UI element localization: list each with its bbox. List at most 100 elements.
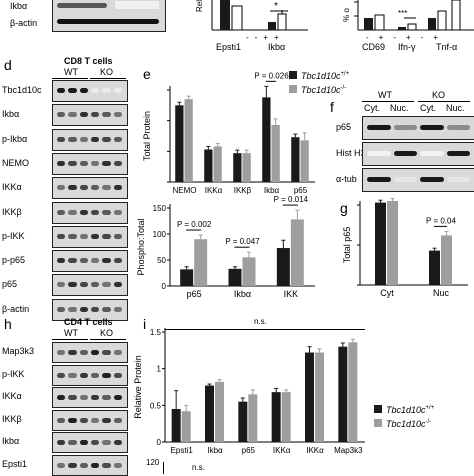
blot-band xyxy=(68,258,77,264)
x-tick-label: Nuc xyxy=(433,288,450,298)
blot-band xyxy=(68,462,77,468)
sig-label: P = 0.026 xyxy=(254,71,289,80)
blot-label: IKKα xyxy=(2,182,22,193)
blot-band xyxy=(79,136,88,142)
panel-letter-i: i xyxy=(143,316,147,332)
blot-band xyxy=(57,233,66,239)
blot-strip xyxy=(362,142,474,166)
bar xyxy=(348,342,358,442)
bar xyxy=(233,153,242,182)
panel-i-ns: n.s. xyxy=(254,317,267,326)
blot-band xyxy=(68,350,77,355)
legend-gene: Tbc1d10c xyxy=(301,85,341,95)
y-axis-label: Total Protein xyxy=(142,111,152,161)
blot-band xyxy=(79,462,88,468)
blot-band xyxy=(102,185,111,191)
blot-strip xyxy=(52,250,128,273)
panel-f-ko-line xyxy=(418,101,470,102)
bar xyxy=(238,401,248,442)
blot-band xyxy=(57,306,66,312)
bar xyxy=(305,352,314,442)
blot-band xyxy=(113,372,122,378)
y-tick-label: 0 xyxy=(162,282,167,291)
blot-label: Map3k3 xyxy=(2,346,35,356)
legend-item-ko: Tbc1d10c-/- xyxy=(289,82,349,96)
y-tick-label: 150 xyxy=(153,204,167,213)
blot-band xyxy=(57,440,66,445)
blot-band xyxy=(57,350,66,355)
blot-band xyxy=(57,282,66,288)
legend-swatch-ko xyxy=(374,419,382,427)
bar xyxy=(248,394,258,442)
blot-band xyxy=(420,151,444,156)
sign: - xyxy=(420,33,424,42)
blot-band xyxy=(420,125,444,130)
blot-band xyxy=(79,306,88,312)
blot-band xyxy=(79,417,88,423)
blot-band xyxy=(57,112,66,118)
blot-band xyxy=(91,395,100,400)
panel-h-ko-line xyxy=(90,339,126,340)
legend-sup: -/- xyxy=(340,85,347,91)
bar xyxy=(338,346,348,442)
blot-band xyxy=(113,160,122,166)
bar xyxy=(213,146,222,182)
blot-band xyxy=(57,209,66,215)
sign: + xyxy=(263,33,269,42)
col-label: Nuc. xyxy=(446,103,465,113)
blot-band xyxy=(57,417,66,423)
blot-label: Epsti1 xyxy=(2,458,28,469)
blot-band xyxy=(68,136,77,142)
col-label: Cyt. xyxy=(364,103,381,113)
blot-band xyxy=(91,258,100,264)
blot-band xyxy=(68,372,77,378)
legend-swatch-ko xyxy=(289,85,297,93)
blot-label: Ikbα xyxy=(2,109,20,120)
blot-band xyxy=(393,125,417,130)
sig-label: P = 0.002 xyxy=(177,220,212,229)
y-tick-label: 1 xyxy=(157,365,162,374)
blot-band xyxy=(102,112,111,118)
blot-band xyxy=(102,395,111,400)
blot-band xyxy=(102,282,111,288)
blot-band xyxy=(79,160,88,166)
blot-strip xyxy=(362,116,474,140)
blot-band xyxy=(102,136,111,142)
blot-band xyxy=(79,112,88,118)
x-tick-label: NEMO xyxy=(173,186,197,195)
blot-band xyxy=(91,462,100,468)
blot-band xyxy=(367,177,391,182)
panel-h-wt-line xyxy=(52,339,88,340)
blot-band xyxy=(68,160,77,166)
blot-band xyxy=(367,125,391,130)
bar xyxy=(228,268,242,286)
x-tick-label: IKK xyxy=(284,289,299,299)
top-xlabel-ikba: Ikbα xyxy=(268,42,286,52)
blot-band xyxy=(57,462,66,468)
blot-band xyxy=(79,209,88,215)
panel-f-wt-line xyxy=(362,101,414,102)
bar xyxy=(215,381,224,442)
blot-band xyxy=(79,258,88,264)
bar xyxy=(300,140,309,182)
y-tick-label: 0 xyxy=(157,438,162,447)
sign: + xyxy=(274,33,279,42)
blot-band xyxy=(91,440,100,445)
blot-band xyxy=(367,151,391,156)
sign: - xyxy=(366,33,369,42)
blot-label: NEMO xyxy=(2,157,29,168)
blot-band xyxy=(91,112,100,118)
blot-strip xyxy=(52,152,128,175)
bar xyxy=(387,201,398,285)
blot-strip xyxy=(362,168,474,192)
blot-band xyxy=(57,88,66,93)
blot-band xyxy=(446,177,470,182)
blot-band xyxy=(420,177,444,182)
blot-label: p-IKK xyxy=(2,368,25,379)
top-xlabel-cd69: CD69 xyxy=(362,42,386,52)
blot-strip xyxy=(52,387,128,408)
top-signs-right: - + - + - + xyxy=(366,33,474,42)
blot-band xyxy=(91,306,100,312)
blot-band xyxy=(446,151,470,156)
